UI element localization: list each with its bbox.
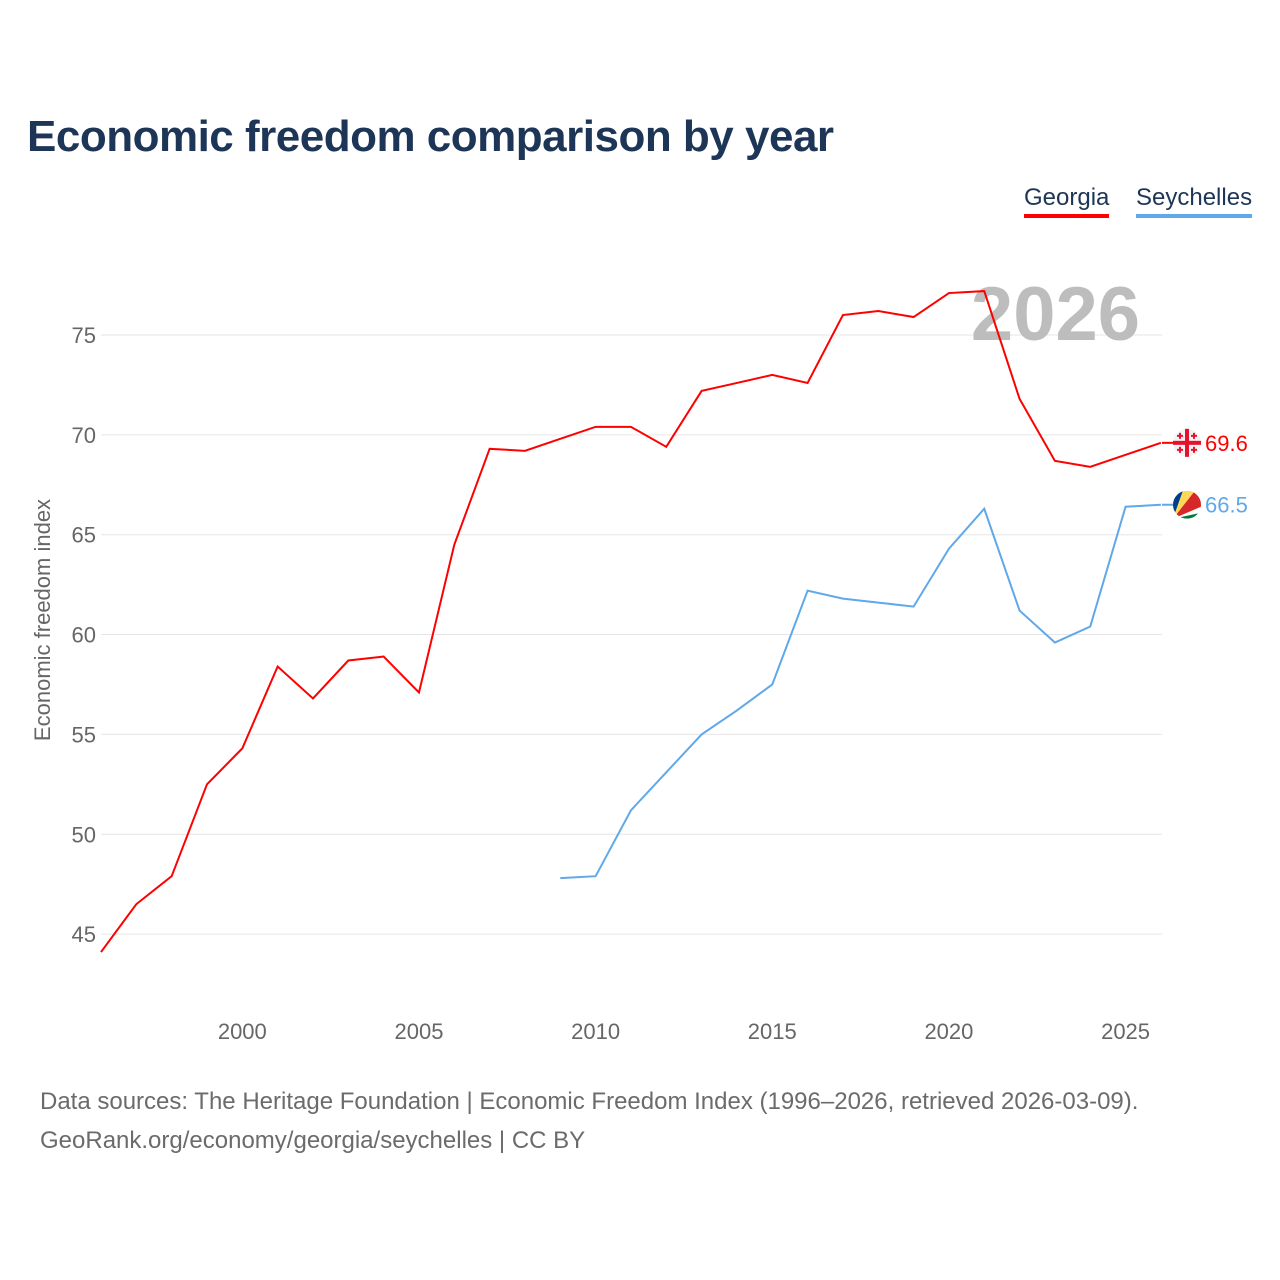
y-tick-label: 45 [72, 922, 96, 947]
series-line-seychelles [560, 503, 1161, 880]
y-tick-label: 50 [72, 822, 96, 847]
series-line-georgia [100, 290, 1162, 953]
x-tick-label: 2015 [748, 1019, 797, 1044]
legend-seychelles[interactable]: Seychelles [1136, 184, 1253, 218]
end-value-label: 66.5 [1205, 493, 1248, 518]
y-axis-label: Economic freedom index [30, 499, 55, 741]
seychelles-flag-icon [1173, 490, 1201, 519]
x-tick-label: 2010 [571, 1019, 620, 1044]
x-tick-label: 2025 [1101, 1019, 1150, 1044]
footer-sources: Data sources: The Heritage Foundation | … [40, 1088, 1139, 1115]
x-tick-label: 2000 [218, 1019, 267, 1044]
end-value-label: 69.6 [1205, 431, 1248, 456]
x-tick-label: 2005 [394, 1019, 443, 1044]
y-tick-label: 60 [72, 623, 96, 648]
legend-georgia[interactable]: Georgia [1024, 184, 1110, 218]
y-tick-label: 75 [72, 323, 96, 348]
x-tick-label: 2020 [924, 1019, 973, 1044]
y-tick-label: 55 [72, 722, 96, 747]
year-watermark: 2026 [971, 272, 1140, 357]
y-tick-label: 70 [72, 423, 96, 448]
georgia-flag-icon [1173, 428, 1201, 457]
y-tick-label: 65 [72, 523, 96, 548]
chart-title: Economic freedom comparison by year [27, 112, 834, 161]
footer-credit: GeoRank.org/economy/georgia/seychelles |… [40, 1127, 586, 1154]
